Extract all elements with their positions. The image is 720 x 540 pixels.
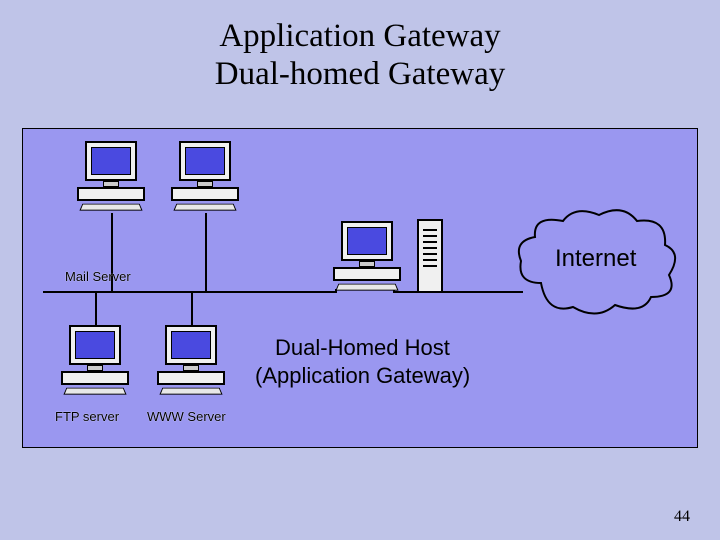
diagram-label: (Application Gateway) [255,363,470,389]
computer-icon [59,325,131,397]
diagram-label: Internet [555,245,636,273]
computer-icon [331,221,403,293]
title-line-1: Application Gateway [0,18,720,56]
page-number: 44 [674,508,690,526]
network-diagram: Mail Server FTP server WWW Server Internet D… [22,128,698,448]
computer-icon [169,141,241,213]
diagram-label: Dual-Homed Host [275,335,450,361]
bus-drop [95,291,97,325]
server-tower-icon [417,219,443,293]
node-label: Mail Server [65,269,131,284]
node-label: WWW Server [147,409,226,424]
computer-icon [155,325,227,397]
bus-drop [191,291,193,325]
node-label: FTP server [55,409,119,424]
computer-icon [75,141,147,213]
bus-segment [43,291,335,293]
title-line-2: Dual-homed Gateway [0,56,720,94]
slide-title: Application Gateway Dual-homed Gateway [0,0,720,94]
bus-segment [393,291,523,293]
bus-drop [205,213,207,291]
